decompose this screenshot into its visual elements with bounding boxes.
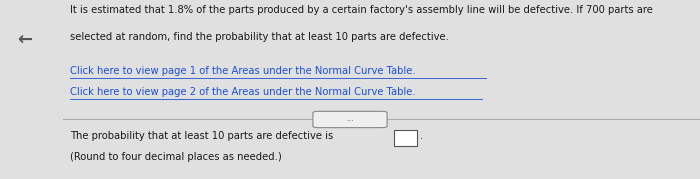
Text: It is estimated that 1.8% of the parts produced by a certain factory's assembly : It is estimated that 1.8% of the parts p… xyxy=(70,5,653,15)
FancyBboxPatch shape xyxy=(394,130,417,146)
Text: ←: ← xyxy=(17,30,32,48)
Text: The probability that at least 10 parts are defective is: The probability that at least 10 parts a… xyxy=(70,131,333,141)
Text: ...: ... xyxy=(346,114,354,123)
Text: Click here to view page 2 of the Areas under the Normal Curve Table.: Click here to view page 2 of the Areas u… xyxy=(70,87,416,97)
Text: .: . xyxy=(420,131,424,141)
Text: Click here to view page 1 of the Areas under the Normal Curve Table.: Click here to view page 1 of the Areas u… xyxy=(70,66,416,76)
Text: (Round to four decimal places as needed.): (Round to four decimal places as needed.… xyxy=(70,152,281,162)
Text: selected at random, find the probability that at least 10 parts are defective.: selected at random, find the probability… xyxy=(70,32,449,42)
FancyBboxPatch shape xyxy=(313,111,387,128)
